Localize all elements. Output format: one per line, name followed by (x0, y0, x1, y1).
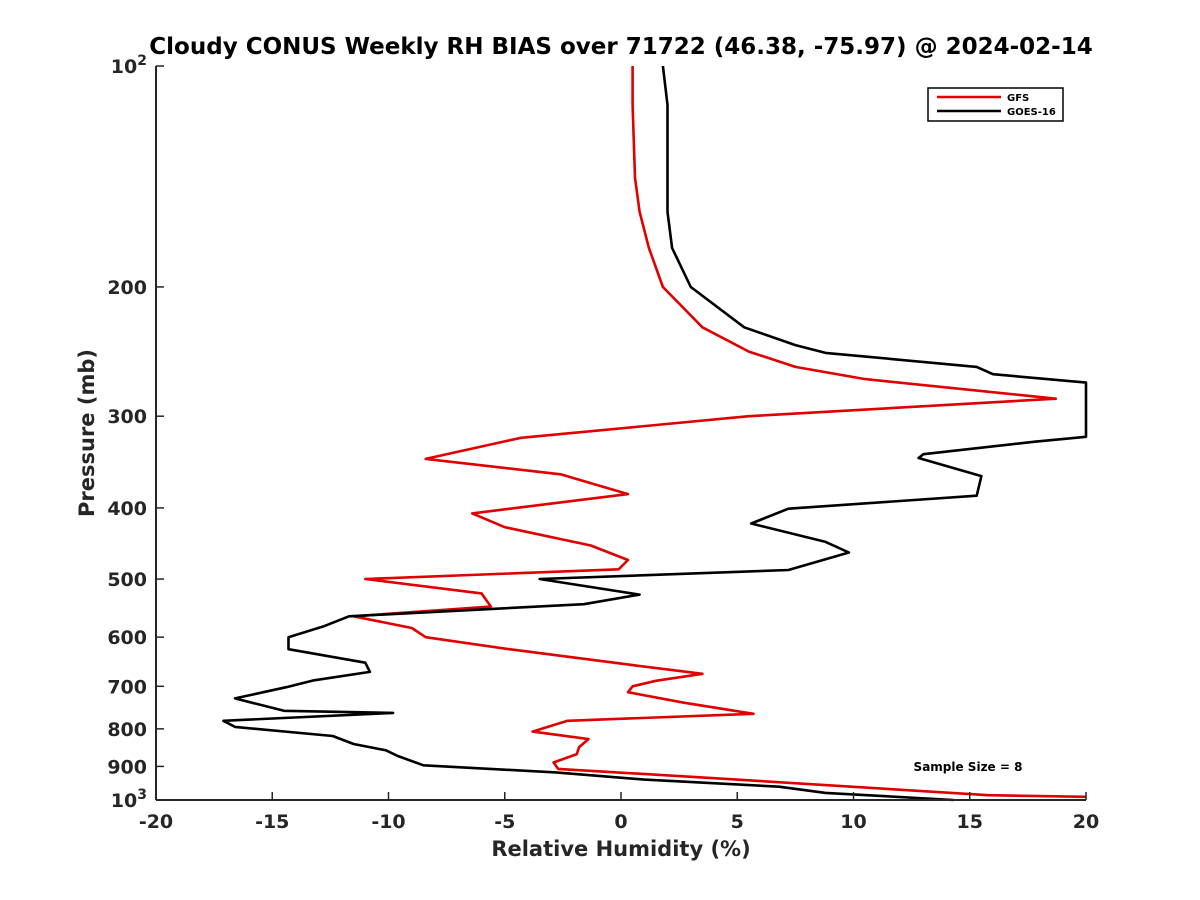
y-tick-label: 400 (107, 498, 147, 520)
x-tick-label: 10 (840, 811, 866, 833)
y-tick-label: 103 (111, 787, 147, 812)
x-axis-ticks: -20 -15 -10 -5 0 5 10 15 20 (139, 792, 1099, 833)
y-tick-label: 700 (107, 676, 147, 698)
x-tick-label: -5 (494, 811, 515, 833)
legend-box (927, 87, 1064, 122)
y-axis-label: Pressure (mb) (75, 349, 99, 517)
x-tick-label: 15 (957, 811, 983, 833)
y-tick-label: 500 (107, 569, 147, 591)
plot-area (155, 65, 1088, 802)
sample-size-annotation: Sample Size = 8 (914, 760, 1023, 774)
plot-background (156, 66, 1086, 800)
y-tick-label: 900 (107, 756, 147, 778)
series-line-gfs (352, 66, 1087, 799)
series-line-goes-16 (222, 65, 1088, 802)
y-tick-label: 102 (111, 53, 147, 78)
legend-label-gfs: GFS (1007, 93, 1029, 104)
y-tick-label: 300 (107, 406, 147, 428)
x-tick-label: -15 (255, 811, 289, 833)
y-tick-label: 600 (107, 627, 147, 649)
legend-label-goes-16: GOES-16 (1007, 107, 1056, 118)
x-axis-label: Relative Humidity (%) (491, 837, 750, 861)
y-tick-label: 200 (107, 277, 147, 299)
x-tick-label: 20 (1073, 811, 1099, 833)
x-tick-label: 0 (614, 811, 627, 833)
legend: GFS GOES-16 (927, 87, 1064, 122)
y-tick-label: 800 (107, 719, 147, 741)
x-tick-label: 5 (731, 811, 744, 833)
x-tick-label: -20 (139, 811, 173, 833)
series-layer (222, 65, 1088, 802)
y-axis-ticks: 102 200 300 400 500 600 700 800 900 103 (107, 53, 164, 812)
chart-title: Cloudy CONUS Weekly RH BIAS over 71722 (… (149, 34, 1092, 60)
x-tick-label: -10 (371, 811, 405, 833)
